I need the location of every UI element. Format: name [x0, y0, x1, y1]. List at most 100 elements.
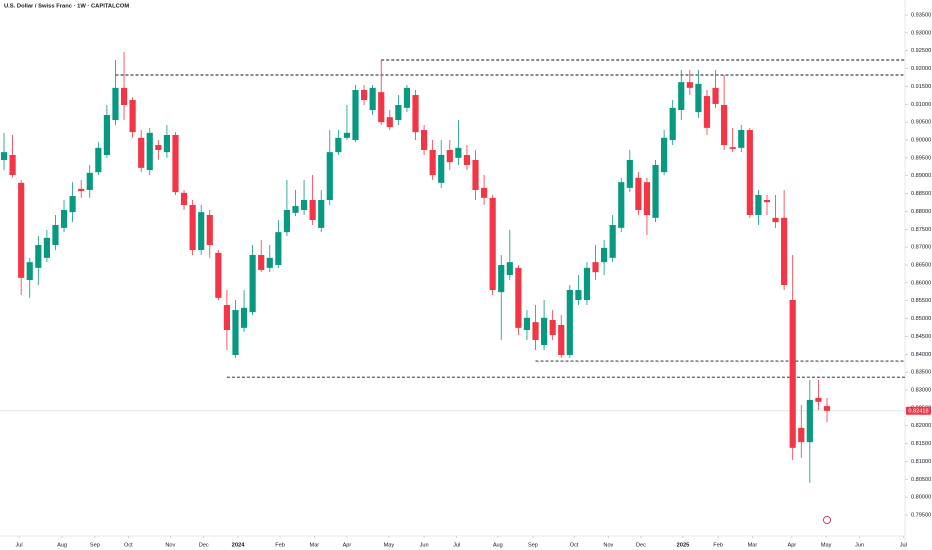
candle-body	[103, 115, 110, 155]
candle-body	[420, 130, 428, 150]
x-tick-label: Aug	[57, 542, 67, 548]
candle-body	[112, 87, 119, 120]
y-tick-label: 0.80500	[911, 477, 931, 483]
candle-body	[403, 87, 411, 108]
candle-body	[326, 152, 333, 200]
x-tick-label: May	[821, 542, 832, 548]
y-tick-label: 0.86500	[911, 262, 931, 268]
candle-body	[352, 90, 359, 140]
candle-body	[506, 262, 513, 275]
y-tick-label: 0.89000	[911, 173, 931, 179]
y-tick-label: 0.91000	[911, 102, 931, 108]
candle-body	[583, 267, 591, 300]
candle-body	[772, 217, 779, 223]
candle-body	[729, 147, 736, 149]
y-tick-label: 0.79500	[911, 512, 931, 518]
x-tick-label: Jun	[420, 542, 429, 548]
x-tick-label: Jul	[15, 542, 22, 548]
x-tick-label: Apr	[343, 542, 352, 548]
candle-body	[240, 307, 248, 328]
candle-body	[549, 320, 556, 335]
candle-body	[318, 200, 325, 228]
y-tick-label: 0.82000	[911, 423, 931, 429]
candle-body	[180, 192, 188, 205]
candle-body	[9, 155, 16, 175]
candle-body	[283, 210, 291, 233]
x-tick-label: Jul	[900, 542, 907, 548]
candle-body	[601, 247, 608, 263]
y-tick-label: 0.84500	[911, 334, 931, 340]
x-tick-label: 2025	[677, 543, 691, 549]
y-tick-label: 0.92500	[911, 48, 931, 54]
candle-body	[489, 197, 496, 290]
y-tick-label: 0.80000	[911, 495, 931, 501]
x-tick-label: 2024	[232, 543, 246, 549]
candle-body	[223, 305, 231, 330]
candle-body	[35, 245, 42, 268]
last-price-label: 0.82418	[908, 409, 928, 415]
candle-body	[721, 105, 728, 145]
y-tick-label: 0.88500	[911, 191, 931, 197]
candle-body	[429, 150, 436, 175]
candle-body	[0, 152, 8, 160]
y-tick-label: 0.91500	[911, 84, 931, 90]
candle-body	[129, 100, 136, 133]
event-icon[interactable]	[823, 516, 832, 525]
x-tick-label: Mar	[310, 542, 320, 548]
x-tick-label: Feb	[275, 542, 285, 548]
candle-body	[789, 300, 796, 448]
candle-body	[120, 87, 128, 105]
candle-body	[69, 196, 76, 213]
candle-body	[592, 262, 599, 273]
x-tick-label: May	[384, 542, 395, 548]
candle-body	[206, 215, 213, 245]
candle-body	[412, 95, 419, 133]
last-price-tag	[906, 406, 931, 415]
y-tick-label: 0.87000	[911, 245, 931, 251]
candle-body	[798, 427, 805, 443]
candle-body	[566, 290, 573, 355]
candle-body	[309, 200, 316, 220]
candle-body	[78, 188, 85, 192]
candle-body	[763, 200, 771, 203]
candle-body	[472, 160, 479, 190]
y-tick-label: 0.90500	[911, 120, 931, 126]
candle-body	[652, 165, 659, 218]
candle-body	[43, 237, 50, 258]
candle-body	[438, 155, 445, 183]
candle-body	[626, 160, 633, 188]
y-tick-label: 0.90000	[911, 137, 931, 143]
candle-body	[26, 262, 33, 280]
candle-body	[635, 177, 642, 210]
candle-body	[815, 397, 822, 402]
candle-body	[541, 317, 548, 345]
x-tick-label: Sep	[90, 542, 100, 548]
x-tick-label: Jun	[855, 542, 864, 548]
y-tick-label: 0.92000	[911, 66, 931, 72]
candle-body	[532, 322, 539, 340]
candle-body	[266, 257, 273, 268]
candle-body	[703, 96, 711, 128]
candle-body	[755, 195, 762, 215]
candle-body	[86, 172, 93, 190]
candle-body	[669, 107, 676, 140]
x-tick-label: Jul	[453, 542, 460, 548]
candle-body	[738, 130, 745, 148]
candle-body	[746, 130, 753, 215]
y-tick-label: 0.85000	[911, 316, 931, 322]
x-tick-label: Dec	[636, 542, 646, 548]
candle-body	[395, 105, 402, 120]
candle-body	[455, 147, 462, 158]
candle-body	[215, 252, 222, 298]
candle-body	[378, 92, 385, 123]
y-tick-label: 0.93500	[911, 12, 931, 18]
candle-body	[172, 135, 179, 193]
candle-body	[52, 225, 59, 245]
candle-body	[60, 210, 68, 228]
y-tick-label: 0.93000	[911, 30, 931, 36]
candle-body	[806, 400, 813, 443]
candle-body	[481, 187, 488, 198]
candle-body	[360, 90, 368, 100]
